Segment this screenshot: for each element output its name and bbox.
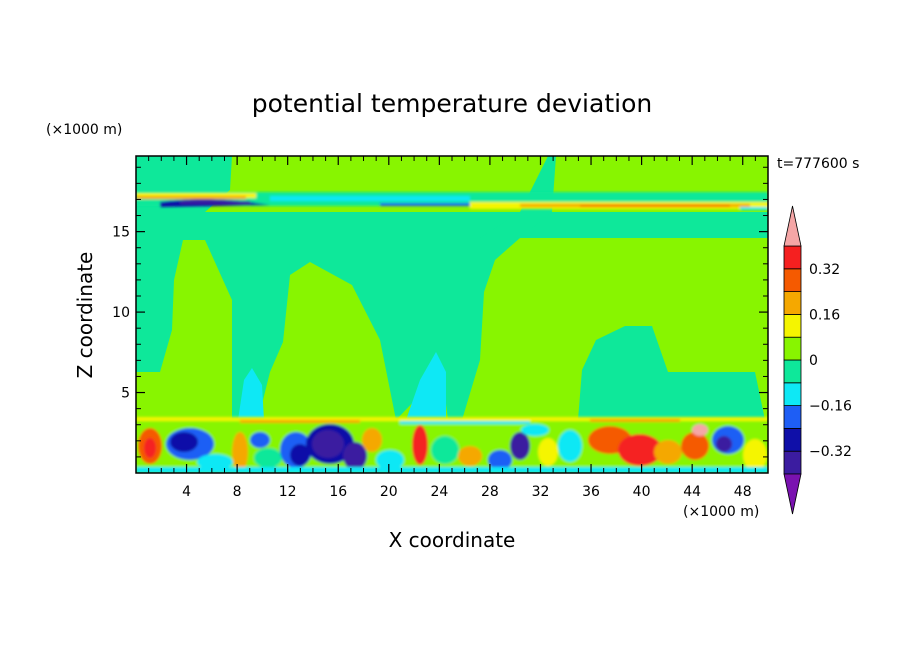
colorbar-segment [783, 268, 802, 292]
x-axis-unit: (×1000 m) [683, 504, 759, 520]
x-tick-label: 20 [380, 484, 398, 500]
y-tick-label: 10 [112, 305, 130, 321]
colorbar-segment [783, 313, 802, 338]
y-tick-label: 15 [112, 225, 130, 241]
negative-dome-east [578, 326, 765, 420]
colorbar-tick-label: 0.32 [809, 262, 840, 278]
x-tick-label: 28 [481, 484, 499, 500]
colorbar-segment [783, 359, 802, 384]
x-tick-label: 8 [233, 484, 242, 500]
y-axis-unit: (×1000 m) [46, 122, 122, 138]
x-tick-label: 36 [582, 484, 600, 500]
time-label: t=777600 s [777, 156, 859, 172]
x-tick-label: 48 [734, 484, 752, 500]
colorbar-tick-label: 0.16 [809, 307, 840, 323]
colorbar-tick-label: −0.32 [809, 444, 852, 460]
x-tick-label: 12 [279, 484, 297, 500]
colorbar-under-arrow [783, 473, 802, 515]
x-tick-label: 4 [182, 484, 191, 500]
negative-column-west [136, 156, 232, 372]
colorbar-over-arrow [783, 205, 802, 247]
x-axis-label: X coordinate [389, 528, 516, 552]
y-axis-label: Z coordinate [73, 252, 97, 379]
x-axis-ticks: 4 8 12 16 20 24 28 32 36 40 44 48 [148, 156, 756, 500]
contour-field [136, 156, 768, 473]
colorbar-segment [783, 291, 802, 315]
x-tick-label: 16 [329, 484, 347, 500]
cyan-plume-central [406, 352, 446, 420]
colorbar-segment [783, 450, 802, 475]
x-tick-label: 32 [532, 484, 550, 500]
colorbar-segment [783, 336, 802, 361]
boundary-layer [136, 417, 768, 473]
negative-column-central [136, 212, 768, 420]
colorbar-segment [783, 427, 802, 452]
y-axis-ticks: 5 10 15 [112, 166, 768, 458]
y-tick-label: 5 [121, 386, 130, 402]
colorbar-tick-label: −0.16 [809, 399, 852, 415]
cyan-plume-west [238, 368, 264, 420]
negative-column-upper-east [480, 156, 556, 238]
stratospheric-band [136, 192, 768, 210]
colorbar: 0.32 0.16 0 −0.16 −0.32 [783, 205, 852, 515]
colorbar-segment [783, 405, 802, 429]
chart-title: potential temperature deviation [252, 89, 652, 118]
x-tick-label: 24 [430, 484, 448, 500]
colorbar-segment [783, 245, 802, 270]
x-tick-label: 44 [683, 484, 701, 500]
colorbar-segment [783, 382, 802, 406]
x-tick-label: 40 [633, 484, 651, 500]
colorbar-tick-label: 0 [809, 353, 818, 369]
